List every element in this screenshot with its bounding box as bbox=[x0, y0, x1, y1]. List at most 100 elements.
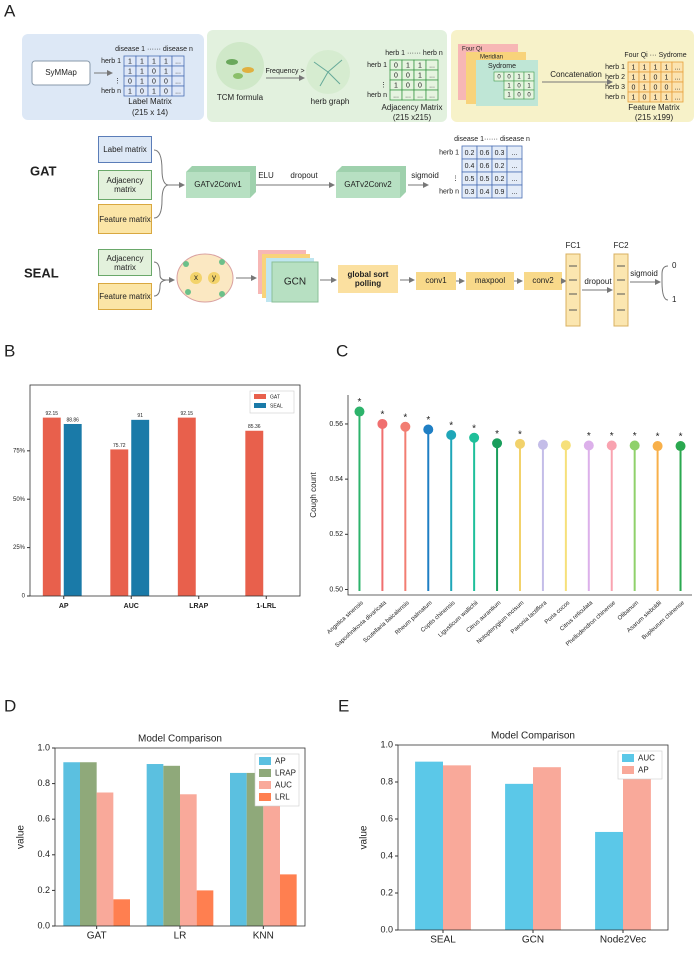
y-tick-label: 0.8 bbox=[380, 776, 393, 786]
row-label: herb n bbox=[439, 188, 459, 195]
y-axis-label: value bbox=[16, 825, 27, 849]
brace bbox=[661, 265, 669, 301]
annotation: * bbox=[587, 431, 591, 442]
caption: Adjacency Matrix bbox=[382, 103, 443, 112]
leaf bbox=[242, 67, 254, 73]
matrix-value: 1 bbox=[164, 68, 168, 75]
matrix-value: ... bbox=[429, 62, 435, 69]
annotation: * bbox=[472, 423, 476, 434]
matrix-value: 1 bbox=[418, 62, 422, 69]
matrix-value: 1 bbox=[418, 72, 422, 79]
y-axis-label: Cough count bbox=[309, 472, 318, 518]
bar bbox=[505, 783, 533, 930]
node-label: y bbox=[212, 273, 216, 282]
plot-frame bbox=[54, 747, 306, 927]
y-tick-label: 0.8 bbox=[37, 778, 50, 788]
step: dropout bbox=[290, 171, 318, 180]
matrix-header: disease 1······ disease n bbox=[454, 136, 530, 143]
caption: Label Matrix bbox=[128, 97, 172, 106]
y-tick-label: 0.2 bbox=[37, 885, 50, 895]
plot-frame bbox=[397, 744, 669, 931]
row-label: herb 2 bbox=[605, 74, 625, 81]
caption: (215 x215) bbox=[393, 113, 432, 122]
matrix-value: 0.2 bbox=[465, 150, 475, 157]
matrix-value: 1 bbox=[140, 78, 144, 85]
matrix-value: 0 bbox=[406, 72, 410, 79]
y-tick-label: 0.50 bbox=[329, 586, 343, 593]
matrix-value: 0.3 bbox=[465, 189, 475, 196]
annotation: * bbox=[403, 412, 407, 423]
x-tick-label: Ligusticum wallichii bbox=[438, 600, 480, 639]
matrix-value: 0 bbox=[394, 72, 398, 79]
y-tick-label: 0.2 bbox=[380, 887, 393, 897]
layer-box bbox=[336, 172, 400, 198]
row-label: herb n bbox=[367, 92, 387, 99]
source-box bbox=[31, 60, 91, 86]
y-tick-label: 0.4 bbox=[37, 849, 50, 859]
bar bbox=[415, 761, 443, 930]
bar bbox=[280, 874, 297, 926]
annotation: * bbox=[358, 397, 362, 408]
bar bbox=[595, 831, 623, 930]
matrix-value: 1 bbox=[517, 75, 521, 81]
x-tick-label: 1-LRL bbox=[256, 603, 277, 610]
matrix-value: ... bbox=[512, 150, 518, 157]
matrix-header: Four Qi ··· Sydrome bbox=[624, 52, 686, 59]
model-name: GAT bbox=[30, 163, 57, 178]
matrix-value: 0 bbox=[643, 94, 647, 101]
annotation: * bbox=[633, 431, 637, 442]
x-tick-label: Olibanum bbox=[617, 600, 640, 622]
y-tick-label: 1.0 bbox=[37, 742, 50, 752]
bar bbox=[96, 792, 114, 926]
matrix-value: 1 bbox=[643, 64, 647, 71]
bar bbox=[80, 762, 97, 926]
model-name: SEAL bbox=[24, 265, 59, 280]
node-label: x bbox=[194, 273, 198, 282]
lollipop-head bbox=[560, 440, 571, 451]
matrix-value: 1 bbox=[643, 74, 647, 81]
row-label: ⋮ bbox=[114, 78, 121, 85]
matrix-value: ... bbox=[429, 82, 435, 89]
bar bbox=[443, 765, 471, 930]
x-tick-label: Scutellaria baicalensis bbox=[363, 600, 411, 644]
matrix-value: ... bbox=[675, 94, 681, 101]
leaf bbox=[233, 73, 243, 79]
x-tick-label: LRAP bbox=[189, 603, 208, 610]
matrix-value: 1 bbox=[128, 58, 132, 65]
matrix-value: 0.9 bbox=[495, 189, 505, 196]
lollipop-head bbox=[515, 438, 525, 449]
step: sigmoid bbox=[411, 171, 439, 180]
caption: Feature Matrix bbox=[628, 103, 680, 112]
matrix-value: ... bbox=[393, 92, 399, 99]
matrix-value: 0 bbox=[418, 82, 422, 89]
step: ELU bbox=[258, 171, 274, 180]
matrix-value: ... bbox=[512, 189, 518, 196]
matrix-value: ... bbox=[429, 72, 435, 79]
brace bbox=[153, 149, 169, 219]
matrix-value: 0 bbox=[164, 88, 168, 95]
bar bbox=[177, 417, 196, 596]
annotation: * bbox=[656, 432, 660, 443]
matrix-value: ... bbox=[175, 78, 181, 85]
lollipop-head bbox=[469, 432, 480, 443]
y-tick-label: 0.54 bbox=[329, 476, 343, 483]
subgraph bbox=[176, 253, 234, 303]
step: GCN bbox=[284, 277, 306, 288]
layer-box bbox=[186, 172, 250, 198]
matrix-value: 0.6 bbox=[480, 150, 490, 157]
lollipop-head bbox=[606, 440, 617, 451]
matrix-value: ... bbox=[512, 163, 518, 170]
source: SyMMap bbox=[45, 68, 77, 77]
matrix-value: 0.2 bbox=[495, 176, 505, 183]
matrix-value: 0 bbox=[152, 78, 156, 85]
source-area bbox=[22, 34, 204, 120]
matrix-value: ... bbox=[405, 92, 411, 99]
matrix-value: ... bbox=[429, 92, 435, 99]
y-tick-label: 0 bbox=[22, 594, 26, 600]
lollipop-head bbox=[629, 440, 640, 451]
y-tick-label: 25% bbox=[13, 545, 26, 551]
matrix-value: 1 bbox=[507, 84, 511, 90]
data-label: 75.72 bbox=[113, 443, 126, 449]
plot-frame bbox=[29, 384, 301, 597]
